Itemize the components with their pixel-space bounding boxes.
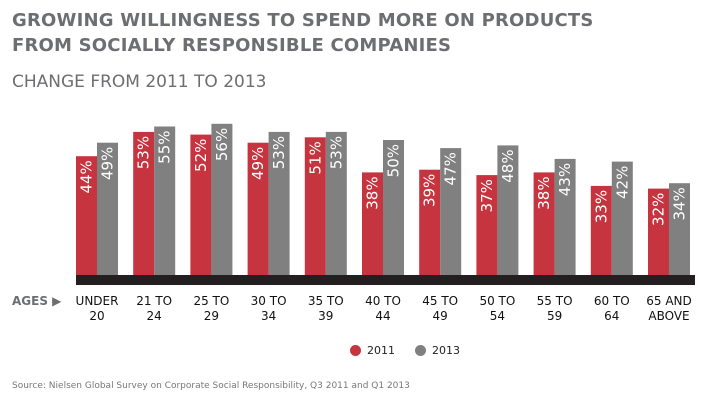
- data-label: 32%: [650, 193, 668, 226]
- bar-2013: [611, 161, 633, 275]
- bar-2013: [325, 131, 347, 275]
- category-label: 60 TO: [594, 294, 630, 308]
- data-label: 55%: [156, 131, 174, 164]
- category-label: UNDER: [76, 294, 119, 308]
- category-label: 40 TO: [365, 294, 401, 308]
- data-label: 51%: [306, 141, 324, 174]
- data-label: 53%: [270, 136, 288, 169]
- bar-2011: [476, 175, 498, 275]
- bar-2011: [304, 137, 326, 275]
- category-label: 34: [261, 309, 276, 323]
- data-label: 47%: [442, 152, 460, 185]
- category-label: 24: [147, 309, 162, 323]
- source-note: Source: Nielsen Global Survey on Corpora…: [12, 381, 410, 391]
- data-label: 53%: [327, 136, 345, 169]
- legend-label-2013: 2013: [432, 344, 460, 357]
- data-label: 38%: [535, 176, 553, 209]
- data-label: 48%: [499, 149, 517, 182]
- bar-2013: [97, 142, 118, 275]
- category-label: 20: [89, 309, 104, 323]
- category-label: 21 TO: [136, 294, 172, 308]
- bar-2011: [247, 142, 269, 275]
- chart-title: GROWING WILLINGNESS TO SPEND MORE ON PRO…: [12, 10, 594, 56]
- bar-2011: [76, 156, 97, 275]
- category-label: 50 TO: [479, 294, 515, 308]
- bar-2011: [590, 185, 612, 275]
- bar-2011: [133, 131, 155, 275]
- category-label: 55 TO: [537, 294, 573, 308]
- category-label: 45 TO: [422, 294, 458, 308]
- bar-2011: [648, 188, 669, 275]
- category-label: 44: [375, 309, 390, 323]
- data-label: 49%: [99, 147, 117, 180]
- bar-2011: [362, 172, 383, 275]
- bar-2013: [383, 140, 404, 275]
- data-label: 52%: [192, 139, 210, 172]
- category-label: 59: [547, 309, 562, 323]
- data-label: 34%: [671, 187, 689, 220]
- legend-swatch-2013: [415, 345, 426, 356]
- category-label: 29: [204, 309, 219, 323]
- data-label: 43%: [556, 163, 574, 196]
- category-label: 30 TO: [251, 294, 287, 308]
- bar-2011: [190, 134, 212, 275]
- data-label: 56%: [213, 128, 231, 161]
- legend-swatch-2011: [350, 345, 361, 356]
- category-label: 65 AND: [646, 294, 692, 308]
- data-label: 38%: [364, 176, 382, 209]
- x-axis-bar: [76, 275, 695, 285]
- legend-label-2011: 2011: [367, 344, 395, 357]
- category-label: 35 TO: [308, 294, 344, 308]
- legend: 2011 2013: [350, 344, 460, 357]
- data-label: 44%: [78, 160, 96, 193]
- category-label: ABOVE: [648, 309, 689, 323]
- data-label: 50%: [385, 144, 403, 177]
- bar-2013: [669, 183, 690, 275]
- category-label: 54: [490, 309, 505, 323]
- bar-2011: [419, 169, 441, 275]
- bar-2013: [440, 148, 462, 275]
- data-label: 33%: [592, 190, 610, 223]
- bar-2013: [211, 123, 233, 275]
- category-label: 39: [318, 309, 333, 323]
- bar-2013: [268, 131, 290, 275]
- bar-2013: [497, 145, 519, 275]
- data-label: 39%: [421, 174, 439, 207]
- chart-subtitle: CHANGE FROM 2011 TO 2013: [12, 72, 267, 92]
- data-label: 42%: [613, 166, 631, 199]
- category-label: 64: [604, 309, 619, 323]
- category-label: 25 TO: [193, 294, 229, 308]
- bar-2013: [554, 158, 576, 275]
- data-label: 37%: [478, 179, 496, 212]
- data-label: 49%: [249, 147, 267, 180]
- bar-2011: [533, 172, 555, 275]
- bar-2013: [154, 126, 176, 275]
- data-label: 53%: [135, 136, 153, 169]
- category-label: 49: [433, 309, 448, 323]
- x-axis-label: AGES ▶: [12, 294, 62, 308]
